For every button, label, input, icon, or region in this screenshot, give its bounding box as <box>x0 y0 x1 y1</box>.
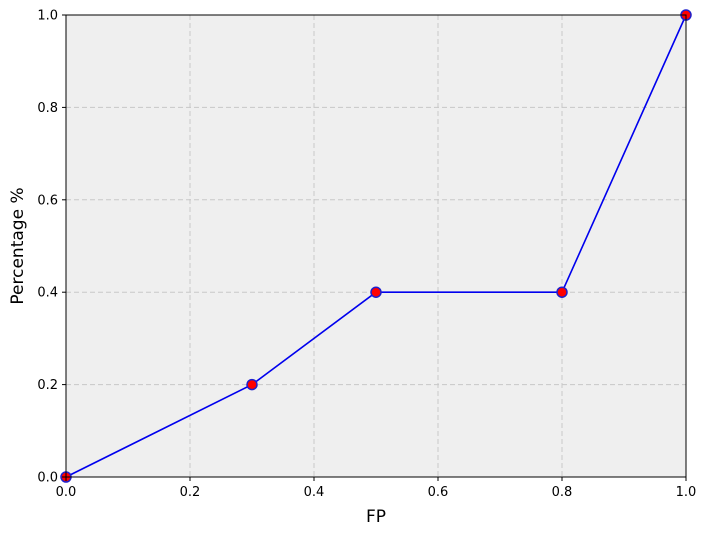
data-point <box>556 286 568 298</box>
y-tick-label: 1.0 <box>37 9 58 24</box>
x-tick-label: 1.0 <box>676 485 697 500</box>
x-tick-label: 0.0 <box>56 485 77 500</box>
x-tick-label: 0.6 <box>428 485 449 500</box>
y-tick-label: 0.0 <box>37 471 58 486</box>
x-tick-label: 0.2 <box>180 485 201 500</box>
plot-frame <box>65 14 687 478</box>
y-tick-label: 0.4 <box>37 286 58 301</box>
y-tick-label: 0.8 <box>37 101 58 116</box>
plot-background <box>66 15 686 477</box>
series-layer <box>60 9 692 483</box>
x-tick-label: 0.8 <box>552 485 573 500</box>
x-axis-label: FP <box>366 507 386 527</box>
x-tick-label: 0.4 <box>304 485 325 500</box>
y-axis-label: Percentage % <box>8 187 28 304</box>
x-axis-ticks: 0.0 0.2 0.4 0.6 0.8 1.0 <box>56 477 697 500</box>
y-tick-label: 0.2 <box>37 378 58 393</box>
data-point <box>370 286 382 298</box>
y-axis-ticks: 0.0 0.2 0.4 0.6 0.8 1.0 <box>37 9 66 486</box>
y-tick-label: 0.6 <box>37 193 58 208</box>
data-point <box>246 378 258 391</box>
